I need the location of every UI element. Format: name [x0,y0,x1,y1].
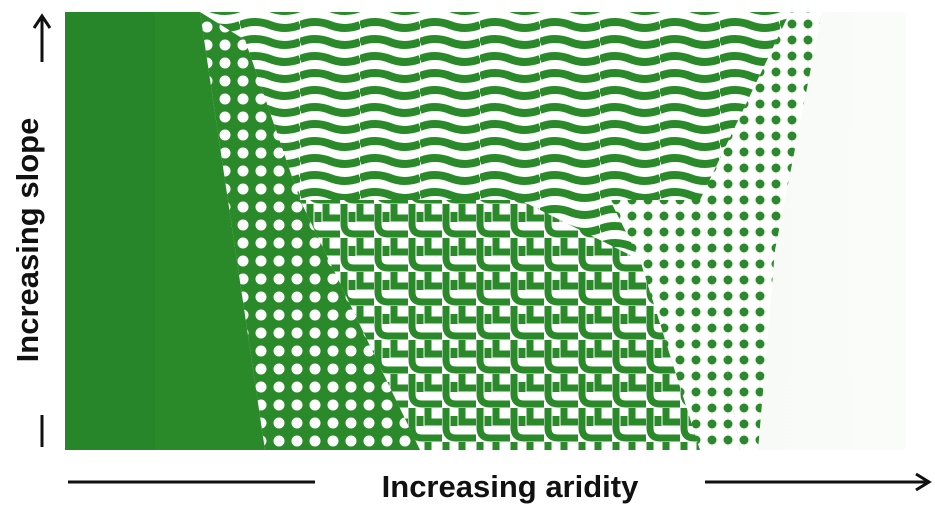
spots-region [700,12,822,450]
shade [65,12,155,450]
pattern-image [65,12,905,450]
x-axis-arrow [68,472,932,492]
x-axis-label: Increasing aridity [382,469,639,504]
y-axis-label: Increasing slope [10,118,45,363]
y-axis-arrow [32,13,52,447]
spots-region-inner [610,200,740,450]
holes-region [200,12,420,450]
labyrinth-region [300,200,700,450]
